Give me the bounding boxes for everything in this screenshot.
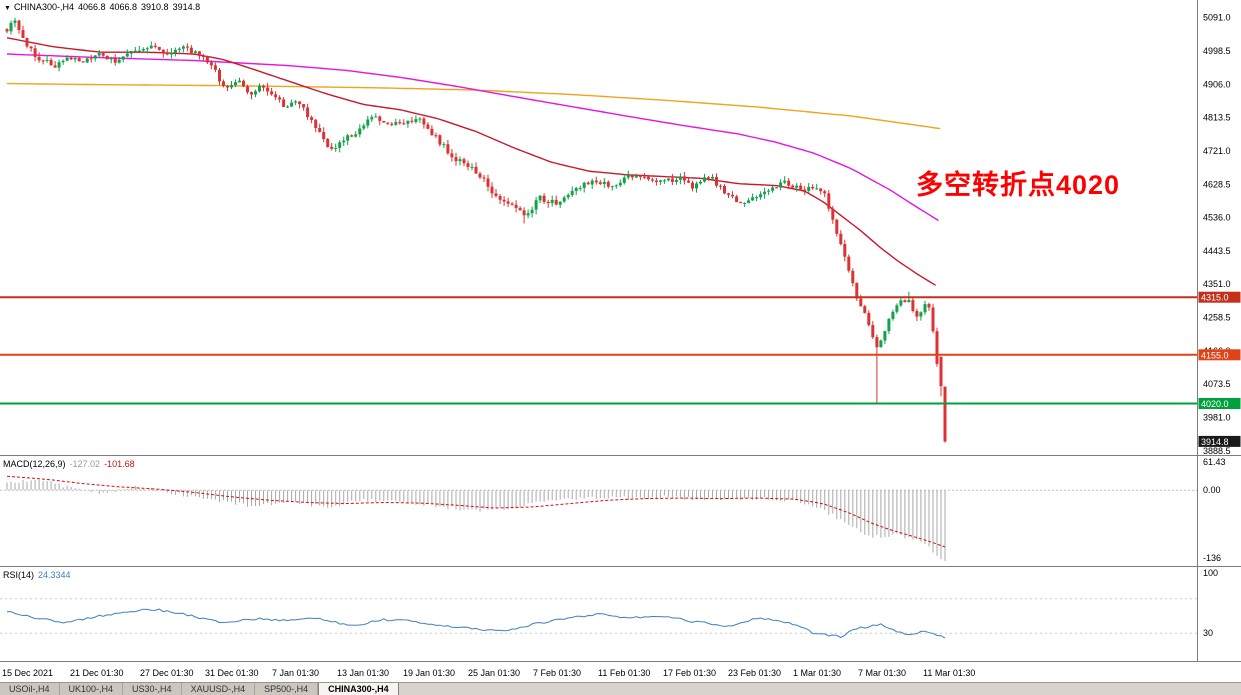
price-badge <box>1198 291 1241 303</box>
ma-fast-red <box>6 37 936 286</box>
price-badge <box>1198 349 1241 361</box>
axis-label: 4258.5 <box>1203 313 1231 323</box>
macd-name: MACD(12,26,9) <box>3 459 66 469</box>
ohlc-open: 4066.8 <box>77 2 106 12</box>
axis-label: 4998.5 <box>1203 46 1231 56</box>
time-axis-label: 19 Jan 01:30 <box>403 668 456 678</box>
panel-separator[interactable] <box>0 455 1241 456</box>
ma-slow-orange <box>7 82 941 130</box>
chart-text-annotation[interactable]: 多空转折点4020 <box>916 170 1121 200</box>
time-axis-label: 11 Mar 01:30 <box>923 668 976 678</box>
axis-label: 4906.0 <box>1203 79 1231 89</box>
time-axis[interactable]: 15 Dec 2021 21 Dec 01:30 27 Dec 01:30 31 De… <box>0 661 1241 682</box>
axis-label: 3888.5 <box>1203 446 1231 455</box>
axis-label: 4073.5 <box>1203 379 1231 389</box>
axis-label: 30 <box>1203 628 1213 638</box>
axis-label: 100 <box>1203 568 1218 578</box>
candlestick-series <box>5 17 947 443</box>
axis-label: -136 <box>1203 553 1221 563</box>
symbol-period-label: CHINA300-,H4 <box>13 2 74 12</box>
axis-label: 3981.0 <box>1203 413 1231 423</box>
chart-tab-sp500-h4[interactable]: SP500-,H4 <box>255 683 319 695</box>
chart-tab-usoil-h4[interactable]: USOil-,H4 <box>0 683 60 695</box>
axis-label: 4155.0 <box>1201 350 1229 360</box>
chart-tab-us30-h4[interactable]: US30-,H4 <box>123 683 182 695</box>
macd-signal-line <box>6 475 946 548</box>
time-axis-label: 25 Jan 01:30 <box>468 668 521 678</box>
chart-tab-bar: USOil-,H4 UK100-,H4 US30-,H4 XAUUSD-,H4 SP50… <box>0 682 1241 695</box>
ohlc-low: 3910.8 <box>141 2 169 12</box>
time-axis-label: 7 Jan 01:30 <box>272 668 320 678</box>
ohlc-close: 3914.8 <box>172 2 201 12</box>
macd-indicator-label: MACD(12,26,9) -127.02 -101.68 <box>3 459 135 469</box>
macd-panel[interactable]: 61.43 0.00 -136 <box>0 456 1241 566</box>
collapse-triangle-icon[interactable]: ▼ <box>4 5 11 12</box>
time-axis-label: 31 Dec 01:30 <box>205 668 259 678</box>
time-axis-label: 11 Feb 01:30 <box>598 668 651 678</box>
ohlc-high: 4066.8 <box>109 2 138 12</box>
axis-label: 4020.0 <box>1201 399 1229 409</box>
axis-label: 4315.0 <box>1201 293 1229 303</box>
chart-tab-xauusd-h4[interactable]: XAUUSD-,H4 <box>181 683 256 695</box>
axis-label: 4351.0 <box>1203 279 1231 289</box>
price-badge <box>1198 398 1241 409</box>
chart-tab-uk100-h4[interactable]: UK100-,H4 <box>59 683 124 695</box>
time-axis-label: 23 Feb 01:30 <box>728 668 782 678</box>
axis-label: 4536.0 <box>1203 213 1231 223</box>
rsi-line <box>6 608 946 639</box>
main-price-chart[interactable]: 5091.0 4998.5 4906.0 4813.5 4721.0 4628.5 4536… <box>0 0 1241 455</box>
axis-label: 61.43 <box>1203 457 1226 467</box>
rsi-panel[interactable]: 100 30 <box>0 567 1241 661</box>
ma-mid-magenta <box>6 53 939 222</box>
time-axis-label: 15 Dec 2021 <box>2 668 54 678</box>
rsi-name: RSI(14) <box>3 570 35 580</box>
macd-main-value: -127.02 <box>69 459 101 469</box>
axis-label: 4813.5 <box>1203 113 1231 123</box>
price-badge <box>1198 435 1241 447</box>
time-axis-label: 21 Dec 01:30 <box>70 668 124 678</box>
chart-tab-china300-h4[interactable]: CHINA300-,H4 <box>318 683 399 695</box>
axis-label: 4721.0 <box>1203 146 1231 156</box>
rsi-value: 24.3344 <box>38 570 71 580</box>
macd-signal-value: -101.68 <box>104 459 135 469</box>
time-axis-label: 17 Feb 01:30 <box>663 668 717 678</box>
macd-histogram <box>6 479 946 561</box>
rsi-indicator-label: RSI(14) 24.3344 <box>3 570 71 580</box>
time-axis-label: 27 Dec 01:30 <box>140 668 194 678</box>
time-axis-label: 7 Feb 01:30 <box>533 668 582 678</box>
price-axis-separator <box>1197 0 1198 682</box>
time-axis-label: 1 Mar 01:30 <box>793 668 842 678</box>
axis-label: 3914.8 <box>1201 437 1229 447</box>
axis-label: 4628.5 <box>1203 179 1231 189</box>
axis-label: 0.00 <box>1203 485 1221 495</box>
time-axis-label: 7 Mar 01:30 <box>858 668 907 678</box>
axis-label: 5091.0 <box>1203 13 1231 23</box>
chart-title: ▼ CHINA300-,H4 4066.8 4066.8 3910.8 3914.8 <box>4 2 204 12</box>
axis-label: 4443.5 <box>1203 246 1231 256</box>
panel-separator[interactable] <box>0 566 1241 567</box>
time-axis-label: 13 Jan 01:30 <box>337 668 390 678</box>
